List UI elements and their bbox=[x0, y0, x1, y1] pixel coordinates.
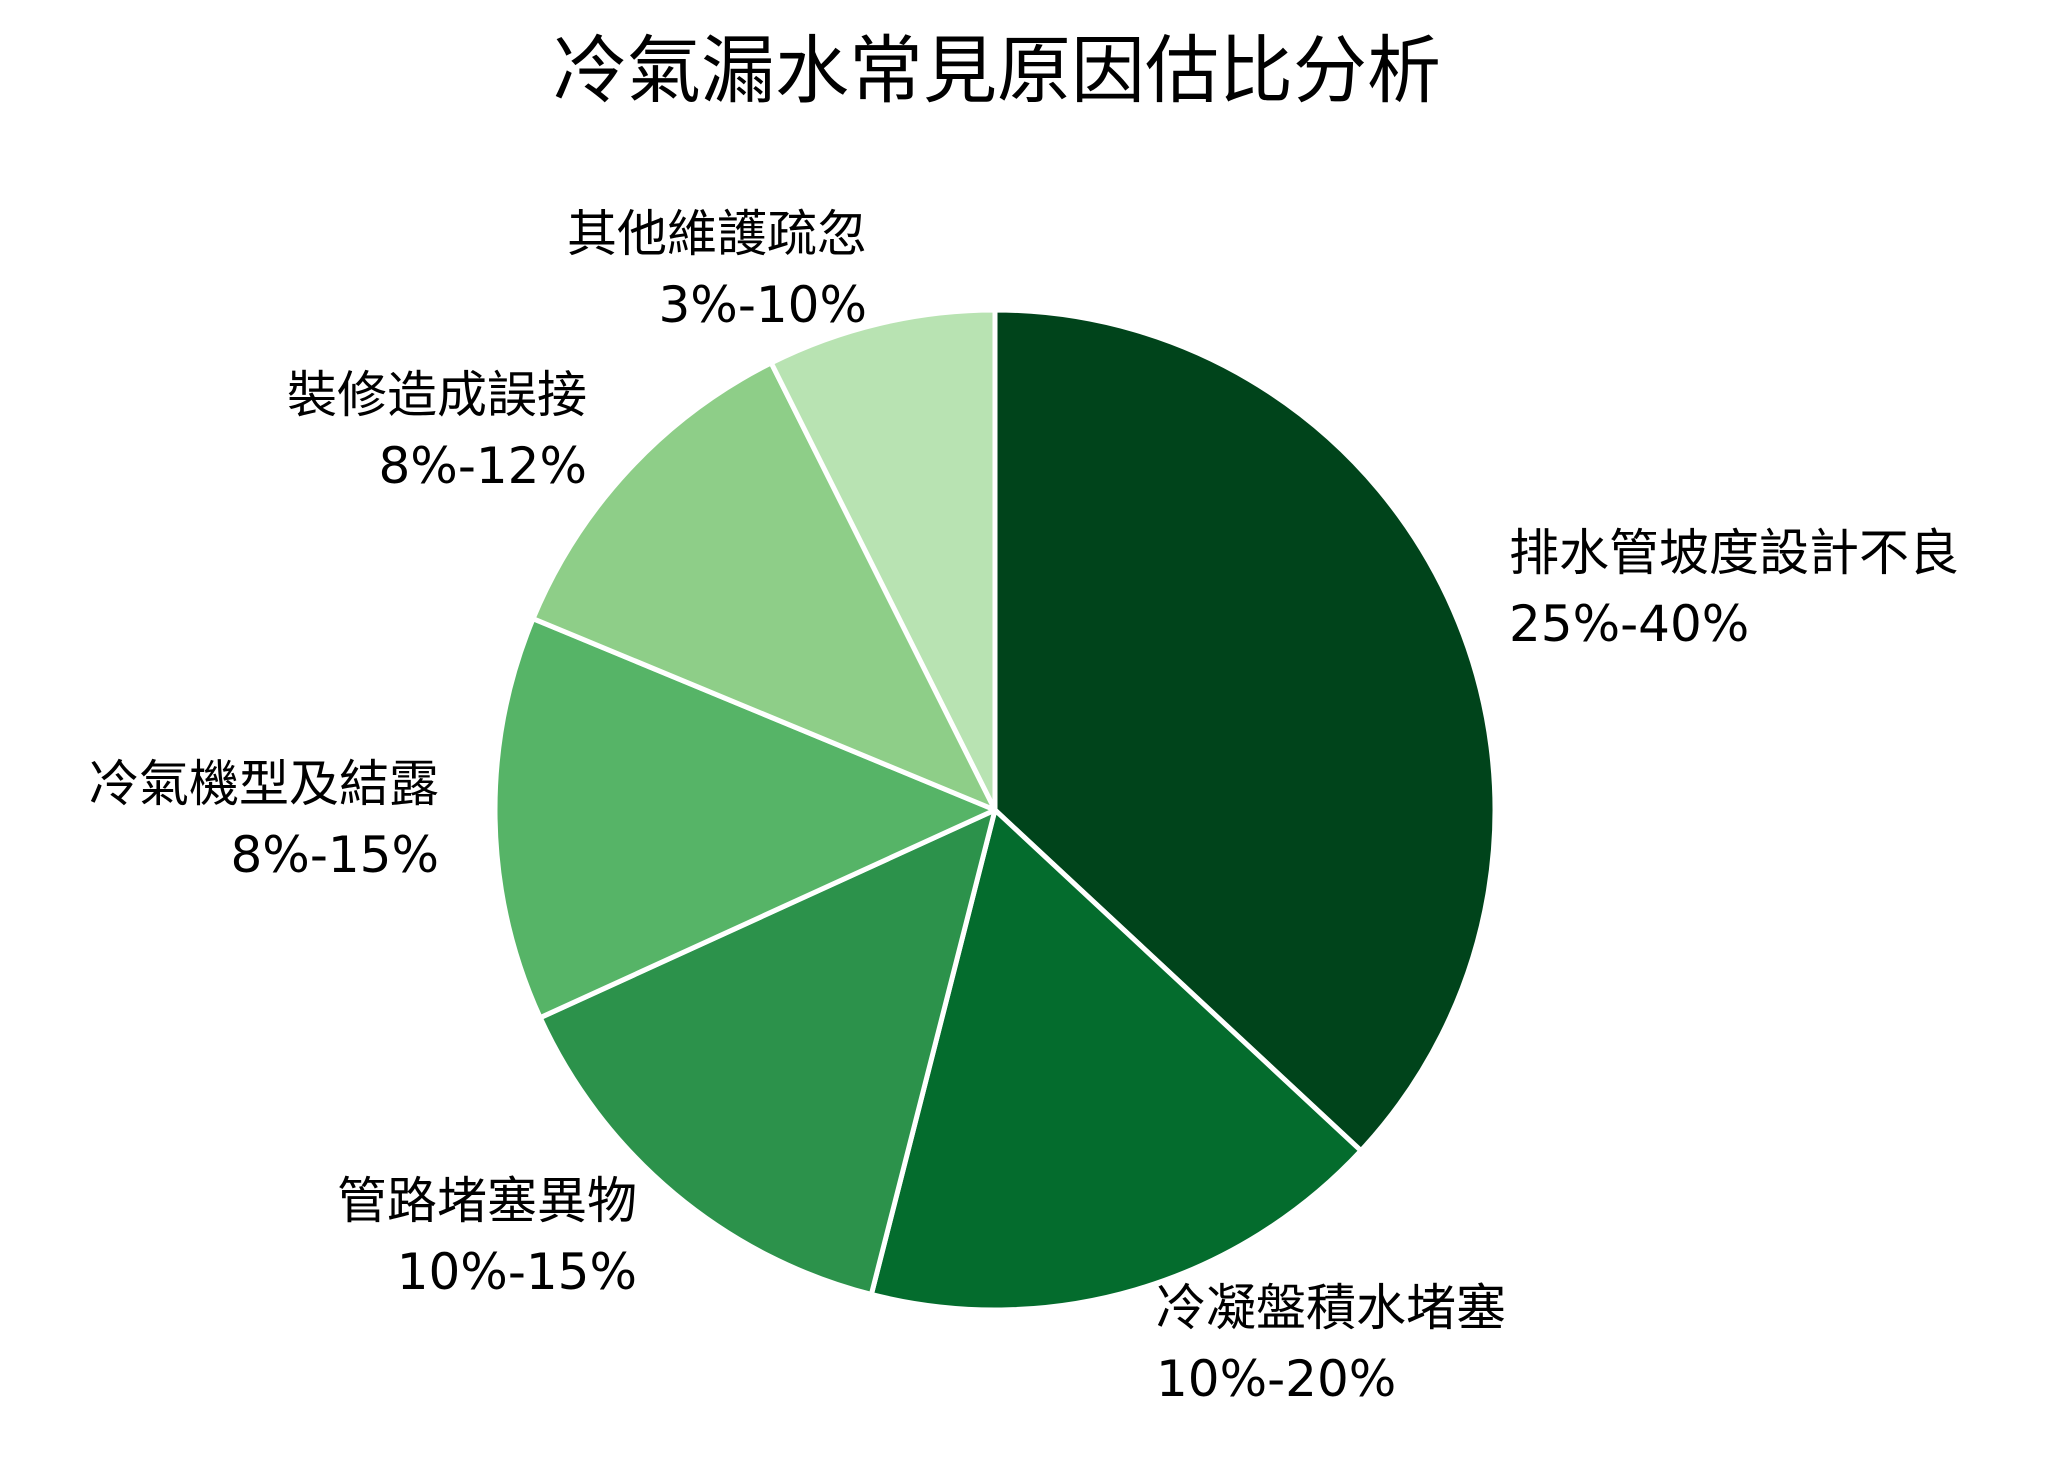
pie-slices bbox=[492, 307, 1498, 1313]
pie-slice-0 bbox=[992, 307, 1498, 1154]
slice-label-5: 其他維護疏忽 3%-10% bbox=[567, 205, 867, 334]
slice-label-name: 排水管坡度設計不良 bbox=[1509, 524, 1959, 582]
slice-label-range: 8%-12% bbox=[379, 437, 588, 495]
pie-slice-2 bbox=[537, 807, 998, 1297]
pie-slice-4 bbox=[530, 360, 998, 813]
slice-label-name: 其他維護疏忽 bbox=[567, 205, 867, 263]
slice-label-range: 25%-40% bbox=[1509, 595, 1749, 653]
chart-title: 冷氣漏水常見原因估比分析 bbox=[553, 28, 1441, 114]
slice-label-1: 冷凝盤積水堵塞 10%-20% bbox=[1156, 1279, 1506, 1408]
slice-label-range: 10%-20% bbox=[1156, 1350, 1396, 1408]
pie-slice-1 bbox=[868, 807, 1364, 1313]
slice-label-range: 3%-10% bbox=[659, 276, 868, 334]
pie-slice-5 bbox=[768, 307, 998, 813]
slice-label-0: 排水管坡度設計不良 25%-40% bbox=[1509, 524, 1959, 653]
slice-label-range: 10%-15% bbox=[397, 1243, 637, 1301]
slice-label-3: 冷氣機型及結露 8%-15% bbox=[89, 755, 439, 884]
slice-label-4: 裝修造成誤接 8%-12% bbox=[287, 366, 587, 495]
slice-label-2: 管路堵塞異物 10%-15% bbox=[337, 1172, 637, 1301]
slice-label-range: 8%-15% bbox=[231, 826, 440, 884]
slice-label-name: 管路堵塞異物 bbox=[337, 1172, 637, 1230]
slice-label-name: 裝修造成誤接 bbox=[287, 366, 587, 424]
pie-slice-3 bbox=[492, 616, 998, 1021]
slice-label-name: 冷凝盤積水堵塞 bbox=[1156, 1279, 1506, 1337]
slice-label-name: 冷氣機型及結露 bbox=[89, 755, 439, 813]
